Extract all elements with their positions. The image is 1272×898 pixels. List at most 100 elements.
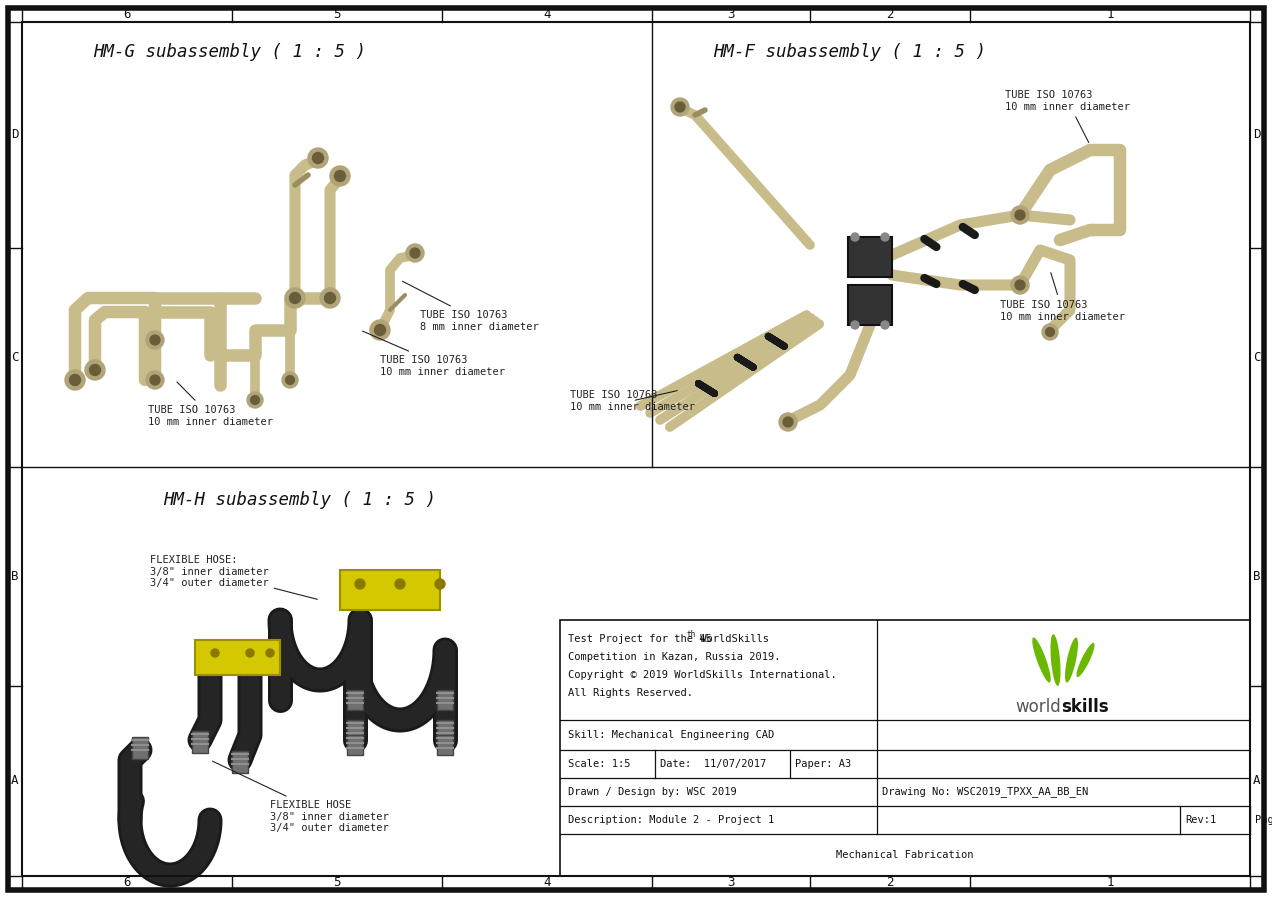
Text: 2: 2 (887, 8, 894, 22)
Circle shape (881, 321, 889, 329)
Text: 1: 1 (1107, 876, 1114, 890)
Text: TUBE ISO 10763
10 mm inner diameter: TUBE ISO 10763 10 mm inner diameter (148, 382, 273, 427)
Circle shape (266, 649, 273, 657)
Bar (192, 731, 209, 753)
Circle shape (321, 288, 340, 308)
Circle shape (146, 331, 164, 349)
Circle shape (410, 248, 420, 258)
Text: Page: 3/4: Page: 3/4 (1255, 815, 1272, 825)
Text: 4: 4 (543, 8, 551, 22)
Circle shape (881, 233, 889, 241)
Text: Paper: A3: Paper: A3 (795, 759, 851, 769)
Text: D: D (1253, 128, 1261, 142)
Text: A: A (1253, 774, 1261, 788)
Text: A: A (11, 774, 19, 788)
Text: HM-F subassembly ( 1 : 5 ): HM-F subassembly ( 1 : 5 ) (714, 43, 987, 61)
Text: HM-G subassembly ( 1 : 5 ): HM-G subassembly ( 1 : 5 ) (94, 43, 366, 61)
Text: All Rights Reserved.: All Rights Reserved. (569, 688, 693, 698)
Circle shape (286, 375, 294, 384)
Bar (232, 751, 248, 773)
Text: Rev:1: Rev:1 (1186, 815, 1216, 825)
Circle shape (247, 392, 263, 408)
Text: TUBE ISO 10763
10 mm inner diameter: TUBE ISO 10763 10 mm inner diameter (363, 331, 505, 376)
Circle shape (251, 396, 259, 404)
Circle shape (65, 370, 85, 390)
Bar (132, 737, 148, 759)
Circle shape (1011, 276, 1029, 294)
Text: Date:  11/07/2017: Date: 11/07/2017 (660, 759, 766, 769)
Circle shape (1015, 280, 1025, 290)
Circle shape (675, 102, 684, 112)
Text: WorldSkills: WorldSkills (695, 634, 770, 644)
Text: FLEXIBLE HOSE:
3/8" inner diameter
3/4" outer diameter: FLEXIBLE HOSE: 3/8" inner diameter 3/4" … (150, 555, 317, 599)
Circle shape (308, 148, 328, 168)
Circle shape (435, 579, 445, 589)
Bar (848, 237, 892, 277)
Circle shape (290, 293, 300, 304)
Text: TUBE ISO 10763
10 mm inner diameter: TUBE ISO 10763 10 mm inner diameter (1005, 90, 1130, 143)
Text: Mechanical Fabrication: Mechanical Fabrication (836, 850, 974, 860)
Circle shape (313, 153, 323, 163)
Circle shape (396, 579, 404, 589)
Circle shape (146, 371, 164, 389)
Text: 3: 3 (728, 8, 735, 22)
Bar (340, 570, 440, 610)
Circle shape (329, 166, 350, 186)
Text: Description: Module 2 - Project 1: Description: Module 2 - Project 1 (569, 815, 775, 825)
Text: FLEXIBLE HOSE
3/8" inner diameter
3/4" outer diameter: FLEXIBLE HOSE 3/8" inner diameter 3/4" o… (212, 762, 389, 833)
Circle shape (89, 365, 100, 375)
Text: skills: skills (1062, 698, 1109, 716)
Text: TUBE ISO 10763
10 mm inner diameter: TUBE ISO 10763 10 mm inner diameter (570, 390, 695, 411)
Bar (347, 735, 363, 755)
Text: 5: 5 (333, 876, 341, 890)
Circle shape (211, 649, 219, 657)
Circle shape (374, 324, 385, 336)
Circle shape (245, 649, 254, 657)
Circle shape (851, 321, 859, 329)
Text: 1: 1 (1107, 8, 1114, 22)
Text: D: D (11, 128, 19, 142)
Text: TUBE ISO 10763
8 mm inner diameter: TUBE ISO 10763 8 mm inner diameter (402, 281, 539, 331)
Bar (560, 620, 1250, 876)
Bar (848, 285, 892, 325)
Text: 2: 2 (887, 876, 894, 890)
Circle shape (406, 244, 424, 262)
Bar (195, 640, 280, 675)
Circle shape (370, 320, 391, 340)
Text: B: B (1253, 570, 1261, 583)
Bar (438, 690, 453, 710)
Bar (347, 690, 363, 710)
Text: Copyright © 2019 WorldSkills International.: Copyright © 2019 WorldSkills Internation… (569, 670, 837, 680)
Circle shape (1015, 210, 1025, 220)
Circle shape (851, 233, 859, 241)
Text: Scale: 1:5: Scale: 1:5 (569, 759, 631, 769)
Text: world: world (1016, 698, 1062, 716)
Ellipse shape (1076, 643, 1095, 677)
Circle shape (778, 413, 798, 431)
Ellipse shape (1065, 638, 1077, 682)
Circle shape (355, 579, 365, 589)
Text: HM-H subassembly ( 1 : 5 ): HM-H subassembly ( 1 : 5 ) (164, 491, 436, 509)
Circle shape (282, 372, 298, 388)
Text: 5: 5 (333, 8, 341, 22)
Text: TUBE ISO 10763
10 mm inner diameter: TUBE ISO 10763 10 mm inner diameter (1000, 273, 1124, 321)
Text: Competition in Kazan, Russia 2019.: Competition in Kazan, Russia 2019. (569, 652, 781, 662)
Circle shape (285, 288, 305, 308)
Text: Drawing No: WSC2019_TPXX_AA_BB_EN: Drawing No: WSC2019_TPXX_AA_BB_EN (881, 787, 1089, 797)
Text: C: C (11, 351, 19, 364)
Circle shape (784, 417, 792, 427)
Text: 4: 4 (543, 876, 551, 890)
Circle shape (85, 360, 106, 380)
Circle shape (672, 98, 689, 116)
Circle shape (150, 335, 160, 345)
Text: th: th (686, 630, 696, 639)
Circle shape (1042, 324, 1058, 340)
Text: 3: 3 (728, 876, 735, 890)
Text: Skill: Mechanical Engineering CAD: Skill: Mechanical Engineering CAD (569, 730, 775, 740)
Text: 6: 6 (123, 876, 131, 890)
Bar (438, 735, 453, 755)
Text: Drawn / Design by: WSC 2019: Drawn / Design by: WSC 2019 (569, 787, 736, 797)
Text: 6: 6 (123, 8, 131, 22)
Ellipse shape (1033, 638, 1051, 682)
Circle shape (70, 374, 80, 385)
